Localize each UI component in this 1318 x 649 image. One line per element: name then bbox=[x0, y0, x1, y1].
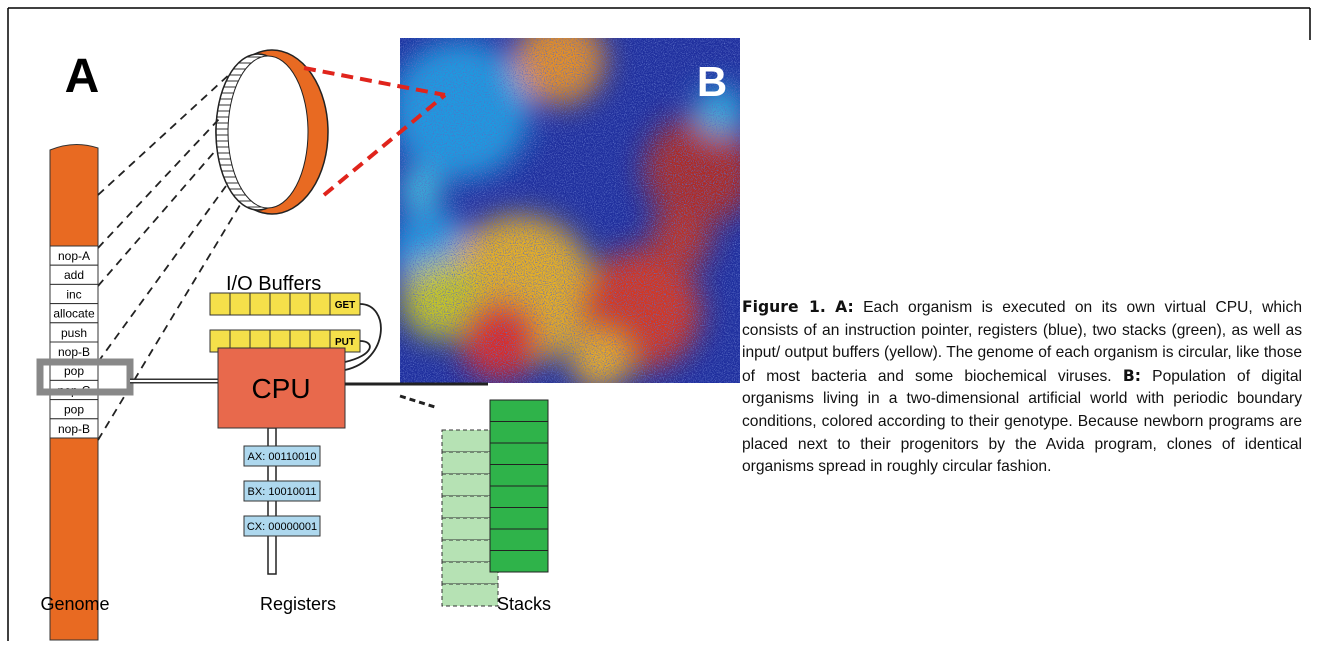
register bbox=[243, 445, 321, 467]
caption-label: B: bbox=[1122, 366, 1141, 385]
zoom-line bbox=[303, 66, 447, 197]
instruction: allocate bbox=[53, 307, 95, 321]
axis-label: Registers bbox=[260, 594, 336, 614]
caption-text: Each organism is executed on its own vir… bbox=[742, 299, 1302, 385]
panel-label: A bbox=[65, 50, 100, 103]
caption: Figure 1. A: Each organism is executed o… bbox=[742, 296, 1302, 479]
stack-cell bbox=[441, 583, 499, 607]
register bbox=[243, 480, 321, 502]
register-value: CX: 00000001 bbox=[247, 521, 317, 533]
register-value: AX: 00110010 bbox=[248, 451, 317, 463]
registers: AX: 00110010 BX: 10010011 CX: 00000001 bbox=[243, 445, 321, 537]
genome-cell bbox=[49, 418, 99, 439]
instruction: push bbox=[61, 326, 87, 340]
stacks bbox=[441, 399, 549, 607]
buffer-cell bbox=[209, 292, 231, 316]
register bbox=[243, 515, 321, 537]
ring bbox=[215, 49, 329, 215]
buffer-cell bbox=[269, 292, 291, 316]
stack-cell bbox=[489, 399, 549, 422]
buffer-cell bbox=[289, 292, 311, 316]
instruction: nop-A bbox=[58, 249, 90, 263]
instruction: pop bbox=[64, 403, 84, 417]
instruction: pop bbox=[64, 364, 84, 378]
connector bbox=[399, 394, 439, 410]
caption-label: A: bbox=[835, 298, 854, 316]
buffer-label: PUT bbox=[335, 337, 355, 348]
connector bbox=[344, 303, 382, 371]
frame bbox=[7, 7, 1311, 641]
cpu-label: CPU bbox=[251, 373, 310, 404]
io-title: I/O Buffers bbox=[226, 273, 321, 295]
caption-text: Population of digital organisms living i… bbox=[742, 367, 1302, 476]
stack-cell bbox=[489, 550, 549, 573]
buffer-cell bbox=[309, 292, 331, 316]
instruction: nop-B bbox=[58, 345, 90, 359]
instruction: nop-B bbox=[58, 422, 90, 436]
axis-label: Stacks bbox=[497, 594, 551, 614]
cpu bbox=[217, 347, 346, 429]
instruction: add bbox=[64, 268, 84, 282]
instruction-pointer bbox=[36, 358, 134, 396]
stack-cell bbox=[489, 485, 549, 508]
connector bbox=[97, 71, 241, 441]
buffer-cell bbox=[229, 292, 251, 316]
instruction: inc bbox=[66, 287, 81, 301]
stack-cell bbox=[489, 528, 549, 551]
stack-cell bbox=[489, 442, 549, 465]
buffer-label: GET bbox=[335, 300, 356, 311]
stack-cell bbox=[489, 507, 549, 530]
buffer-cell bbox=[249, 292, 271, 316]
stack-cell bbox=[489, 464, 549, 487]
genome-cells: nop-Aaddincallocatepushnop-Bpopnop-Cpopn… bbox=[49, 245, 99, 439]
figure-label: Figure 1. bbox=[742, 298, 826, 316]
register-value: BX: 10010011 bbox=[248, 486, 317, 498]
io-buffers: GET PUT bbox=[209, 292, 361, 353]
axis-label: Genome bbox=[40, 594, 109, 614]
panel-label: B bbox=[697, 58, 727, 105]
stack-cell bbox=[489, 421, 549, 444]
population-image bbox=[400, 38, 740, 383]
